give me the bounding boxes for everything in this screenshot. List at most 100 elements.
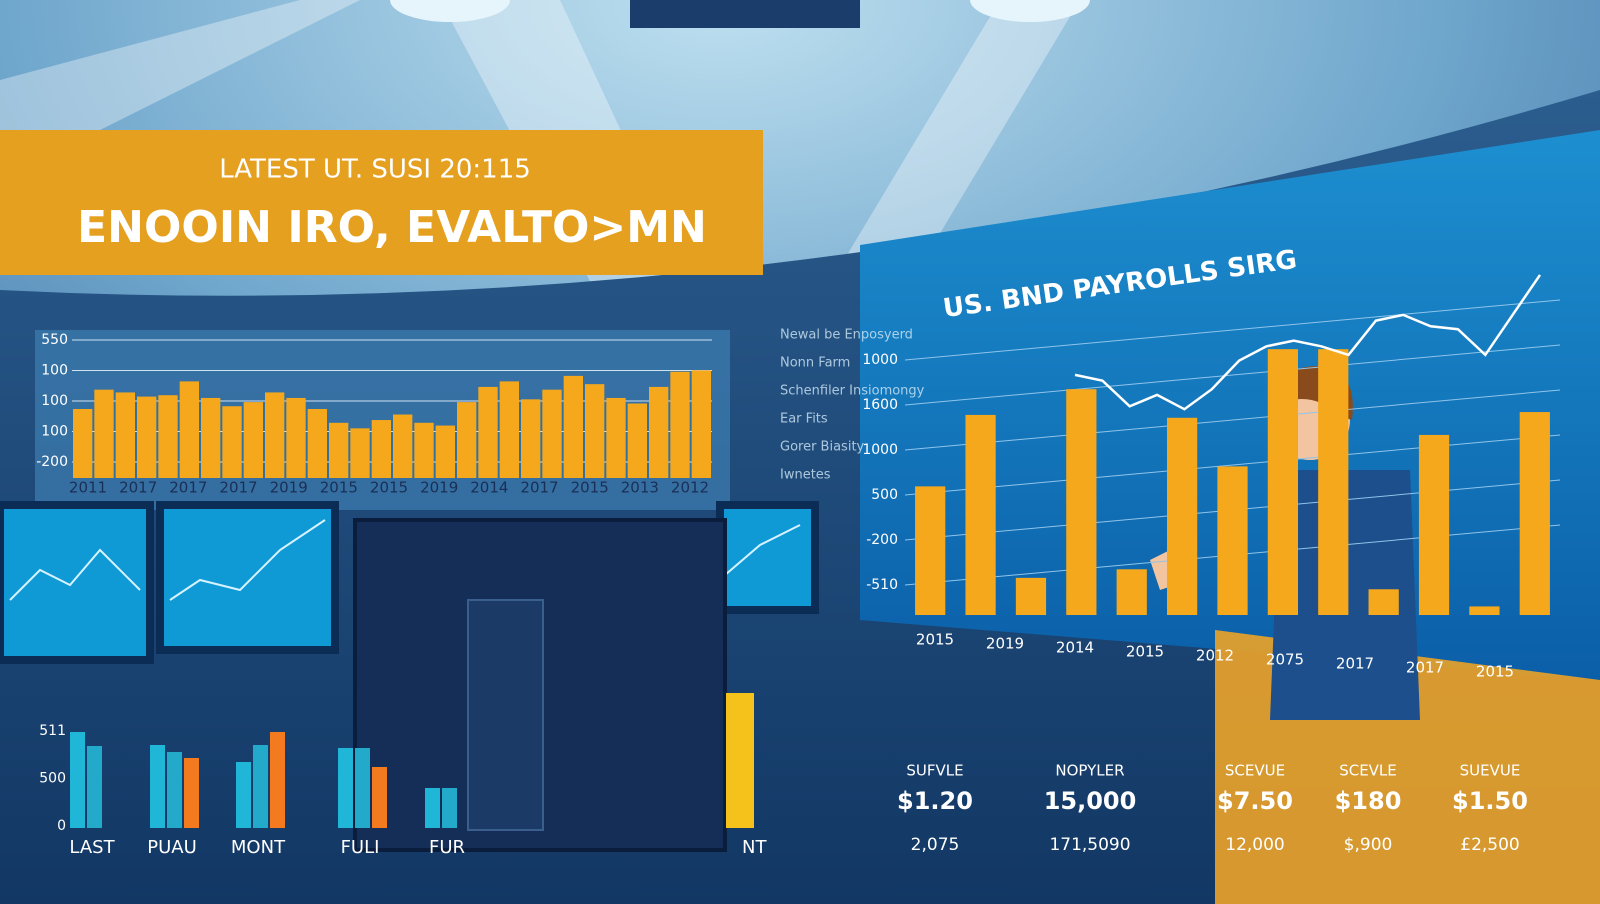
x-tick-label: LAST	[69, 837, 115, 858]
legend-item: Newal be Enposyerd	[780, 328, 913, 343]
x-tick-label: 2017	[219, 479, 257, 497]
bar	[350, 428, 370, 478]
x-tick-label: 2019	[270, 479, 308, 497]
grid-line	[904, 344, 1561, 406]
bar	[179, 381, 199, 478]
bar	[965, 414, 996, 615]
bar	[1267, 349, 1298, 615]
stat-label: SCEVLE	[1339, 762, 1397, 780]
x-tick-label: 2015	[370, 479, 408, 497]
y-tick-label: -510	[866, 577, 898, 593]
bar	[371, 420, 391, 478]
y-tick-label: 511	[39, 723, 66, 739]
x-tick-label: 2017	[1406, 659, 1444, 677]
bar	[1368, 589, 1399, 615]
bar	[338, 748, 353, 828]
bar	[670, 371, 690, 478]
bar	[329, 422, 349, 478]
bar	[1318, 349, 1349, 615]
bar	[649, 386, 669, 478]
banner	[0, 130, 763, 275]
bar	[1519, 412, 1550, 615]
stat-label: SUEVUE	[1460, 762, 1521, 780]
grid-line	[904, 299, 1561, 361]
bar	[442, 788, 457, 828]
y-tick-label: -200	[36, 454, 68, 470]
bar	[1418, 434, 1450, 615]
stat-value: 15,000	[1044, 787, 1137, 815]
x-tick-label: 2011	[69, 479, 107, 497]
stat-value: $1.50	[1452, 787, 1528, 815]
bar	[457, 402, 477, 478]
x-tick-label: 2017	[520, 479, 558, 497]
grid-line	[904, 434, 1561, 496]
bar	[393, 414, 413, 478]
x-tick-label: 2017	[1336, 655, 1374, 673]
banner-kicker: LATEST UT. SUSI 20:115	[219, 155, 531, 185]
bar	[307, 409, 327, 478]
bar	[542, 389, 562, 478]
y-tick-label: 100	[41, 393, 68, 409]
stat-sub: 2,075	[911, 835, 960, 855]
monitors	[0, 501, 819, 852]
y-tick-label: 100	[41, 424, 68, 440]
bar	[372, 767, 387, 828]
bar	[1469, 606, 1500, 615]
bar	[1116, 569, 1147, 615]
stat-label: NOPYLER	[1055, 762, 1124, 780]
y-tick-label: 500	[871, 487, 898, 503]
stat-sub: 12,000	[1225, 835, 1284, 855]
bar	[1066, 389, 1097, 615]
stat-sub: 171,5090	[1049, 835, 1130, 855]
bar	[253, 745, 268, 828]
bar	[1167, 417, 1198, 615]
y-tick-label: 1000	[862, 442, 898, 458]
bar	[222, 406, 242, 478]
stat-sub: $,900	[1344, 835, 1393, 855]
bar	[606, 397, 626, 478]
bar	[150, 745, 165, 828]
bar	[1217, 466, 1248, 615]
stat-value: $1.20	[897, 787, 973, 815]
bar	[158, 395, 178, 478]
bar	[236, 762, 251, 828]
bar	[286, 397, 306, 478]
ceiling-light	[390, 0, 510, 22]
bar	[355, 748, 370, 828]
x-tick-label: 2014	[470, 479, 508, 497]
ceiling-light	[970, 0, 1090, 22]
bar	[265, 392, 285, 478]
bar	[137, 396, 157, 478]
y-tick-label: -200	[866, 532, 898, 548]
stat-label: SUFVLE	[906, 762, 963, 780]
x-tick-label: 2017	[119, 479, 157, 497]
bar	[521, 399, 541, 478]
stats: SUFVLE $1.20 2,075 NOPYLER 15,000 171,5090 SCE…	[897, 762, 1528, 856]
line	[1074, 274, 1542, 411]
bar	[915, 486, 946, 615]
bar	[627, 403, 647, 478]
bar	[585, 384, 605, 478]
banner-headline: ENOOIN IRO, EVALTO>MN	[77, 202, 707, 253]
bar	[499, 381, 519, 478]
bar	[1015, 577, 1047, 615]
x-tick-label: 2015	[320, 479, 358, 497]
x-tick-label: 2015	[916, 631, 954, 649]
y-tick-label: 1600	[862, 397, 898, 413]
legend-item: Gorer Biasity	[780, 440, 865, 455]
stat-label: SCEVUE	[1225, 762, 1285, 780]
stat-sub: £2,500	[1460, 835, 1519, 855]
y-tick-label: 100	[41, 363, 68, 379]
legend-item: Iwnetes	[780, 468, 831, 483]
x-tick-label: 2015	[1126, 643, 1164, 661]
x-tick-label: 2015	[571, 479, 609, 497]
bar	[87, 746, 102, 828]
bar	[243, 402, 263, 478]
x-tick-label: FULI	[341, 837, 380, 858]
bar	[425, 788, 440, 828]
x-tick-label: 2013	[621, 479, 659, 497]
ceiling-vent	[630, 0, 860, 28]
grid-line	[904, 389, 1561, 451]
y-tick-label: 550	[41, 332, 68, 348]
